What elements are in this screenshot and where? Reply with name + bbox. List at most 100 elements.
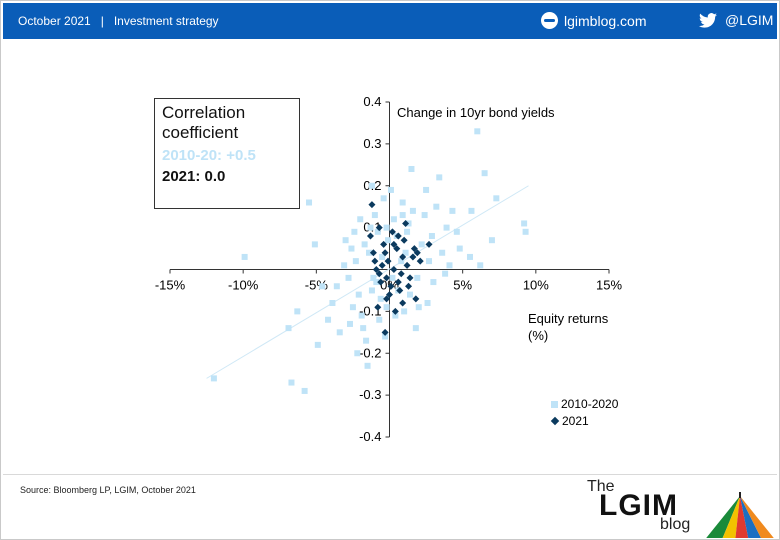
point-2010-2020 [409,207,416,214]
point-2021 [380,240,388,248]
point-2021 [394,232,402,240]
legend: 2010-2020 2021 [550,397,618,431]
trendline-2010-2020 [206,185,529,379]
logo-blog-text: blog [660,516,691,533]
point-2021 [399,253,407,261]
lgim-blog-logo: The LGIM blog [585,478,777,538]
y-tick-label: 0.4 [363,94,381,109]
point-2010-2020 [404,228,411,235]
point-2010-2020 [406,291,413,298]
point-2010-2020 [366,249,373,256]
point-2010-2020 [294,308,301,315]
point-2021 [381,249,389,257]
point-2010-2020 [446,262,453,269]
point-2010-2020 [468,207,475,214]
point-2010-2020 [477,262,484,269]
point-2010-2020 [285,325,292,332]
header-left: October 2021 | Investment strategy [18,14,219,28]
point-2010-2020 [314,341,321,348]
point-2021 [387,282,395,290]
point-2021 [371,257,379,265]
point-2010-2020 [355,291,362,298]
point-2010-2020 [423,186,430,193]
point-2010-2020 [360,325,367,332]
point-2021 [375,224,383,232]
header-bar: October 2021 | Investment strategy lgimblo… [3,3,777,39]
point-2010-2020 [379,253,386,260]
point-2010-2020 [352,258,359,265]
point-2010-2020 [325,316,332,323]
point-2010-2020 [357,216,364,223]
point-2021 [402,219,410,227]
logo-lgim-text: LGIM [599,489,678,522]
point-2021 [390,266,398,273]
point-2010-2020 [488,237,495,244]
blog-link-label: lgimblog.com [564,12,647,29]
point-2010-2020 [342,237,349,244]
y-tick-label: 0.3 [363,136,381,151]
point-2010-2020 [398,258,405,265]
point-2021 [406,274,414,282]
point-2010-2020 [382,333,389,340]
point-2010-2020 [481,170,488,177]
point-2010-2020 [399,199,406,206]
point-2021 [391,307,399,315]
point-2010-2020 [392,312,399,319]
point-2010-2020 [376,316,383,323]
twitter-link[interactable]: @LGIM [699,12,773,28]
point-2010-2020 [380,195,387,202]
point-2010-2020 [370,274,377,281]
point-2010-2020 [311,241,318,248]
point-2010-2020 [368,182,375,189]
point-2010-2020 [319,283,326,290]
point-2021 [377,278,385,286]
point-2021 [383,295,391,303]
point-2021 [383,274,391,282]
legend-item-2010-2020: 2010-2020 [551,397,618,411]
legend-item-2021: 2021 [550,414,618,428]
point-2010-2020 [349,304,356,311]
point-2010-2020 [466,253,473,260]
point-2010-2020 [522,228,529,235]
correlation-2010-20: 2010-20: +0.5 [162,147,256,164]
point-2010-2020 [433,203,440,210]
point-2010-2020 [377,295,384,302]
point-2010-2020 [306,199,313,206]
point-2021 [425,240,433,248]
point-2010-2020 [374,228,381,235]
point-2021 [381,328,389,336]
point-2021 [399,299,407,307]
point-2010-2020 [333,283,340,290]
point-2010-2020 [351,228,358,235]
point-2010-2020 [358,312,365,319]
point-2021 [413,249,421,257]
point-2010-2020 [371,212,378,219]
blog-link[interactable]: lgimblog.com [541,12,646,29]
point-2010-2020 [421,212,428,219]
point-2010-2020 [436,174,443,181]
point-2010-2020 [329,300,336,306]
point-2021 [394,278,402,286]
point-2021 [412,295,420,303]
twitter-bird-icon [699,12,717,28]
point-2010-2020 [439,249,446,256]
point-2021 [400,236,408,244]
point-2010-2020 [345,274,352,281]
point-2010-2020 [341,262,348,269]
point-2010-2020 [521,220,528,227]
point-2010-2020 [390,216,397,223]
point-2021 [393,245,401,253]
y-tick-label: -0.2 [359,345,381,360]
point-2010-2020 [367,224,374,231]
point-2021 [378,261,386,269]
point-2021 [410,245,418,253]
source-note: Source: Bloomberg LP, LGIM, October 2021 [20,485,196,495]
point-2010-2020 [442,270,449,277]
point-2010-2020 [210,375,217,382]
legend-label-2021: 2021 [562,414,589,428]
point-2010-2020 [346,320,353,327]
point-2010-2020 [399,212,406,219]
point-2010-2020 [449,207,456,214]
x-axis-label-line2: (%) [528,328,549,343]
